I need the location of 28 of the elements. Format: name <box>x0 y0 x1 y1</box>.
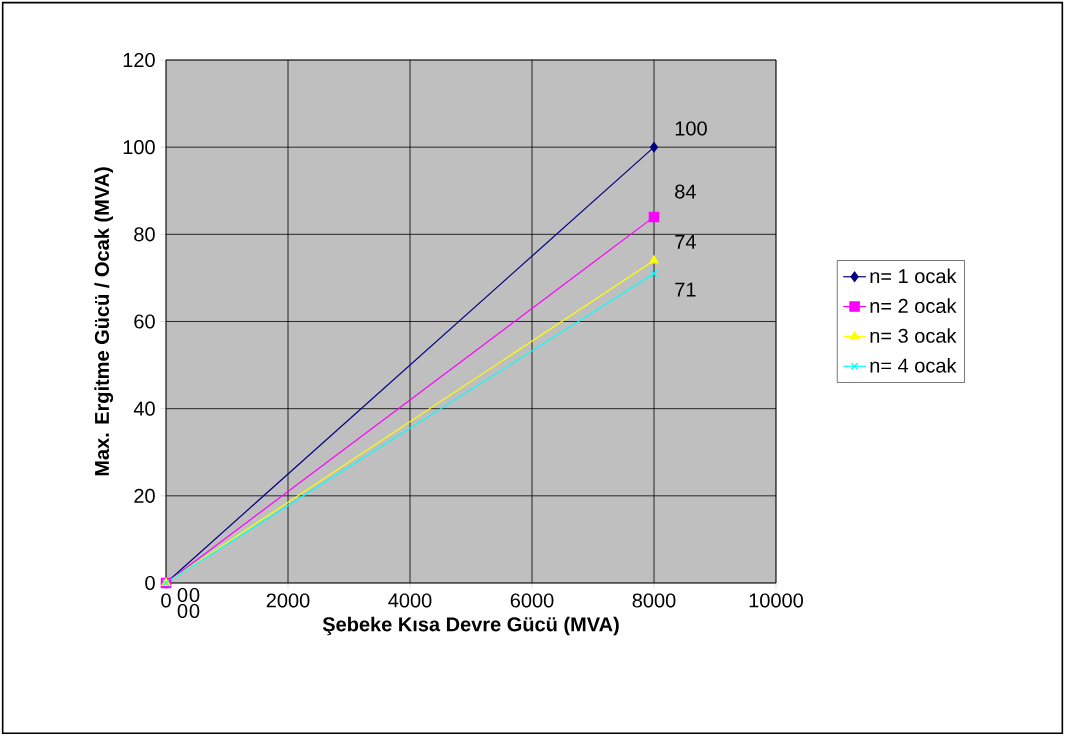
legend-label: n= 4 ocak <box>870 357 957 373</box>
x-tick-label: 4000 <box>388 593 432 608</box>
point <box>649 141 659 153</box>
y-tick-label: 0 <box>145 575 155 591</box>
point <box>650 269 658 278</box>
x-tick-label: 6000 <box>510 593 554 608</box>
x-tick-label: 10000 <box>749 593 803 608</box>
x-tick-label: 0 <box>161 593 171 608</box>
y-tick-label: 80 <box>134 227 155 242</box>
point <box>648 211 660 223</box>
y-tick-label: 120 <box>123 52 155 68</box>
legend-label: n= 2 ocak <box>870 298 957 314</box>
data-label: 84 <box>675 184 696 199</box>
data-label: 0 <box>189 603 200 619</box>
y-tick-label: 40 <box>133 401 155 416</box>
x-axis-title: Şebeke Kısa Devre Gücü (MVA) <box>322 616 619 636</box>
legend-label: n= 3 ocak <box>870 328 957 343</box>
y-tick-label: 60 <box>134 314 155 329</box>
y-tick-label: 20 <box>134 488 155 503</box>
y-tick-label: 100 <box>123 140 155 155</box>
data-label: 100 <box>675 121 707 136</box>
x-tick-label: 2000 <box>266 593 310 608</box>
data-label: 0 <box>177 603 188 619</box>
y-axis-title: Max. Ergitme Gücü / Ocak (MVA) <box>94 167 114 476</box>
data-label: 71 <box>675 282 696 297</box>
legend-label: n= 1 ocak <box>870 268 957 284</box>
x-tick-label: 8000 <box>632 593 676 608</box>
data-label: 74 <box>675 234 696 249</box>
